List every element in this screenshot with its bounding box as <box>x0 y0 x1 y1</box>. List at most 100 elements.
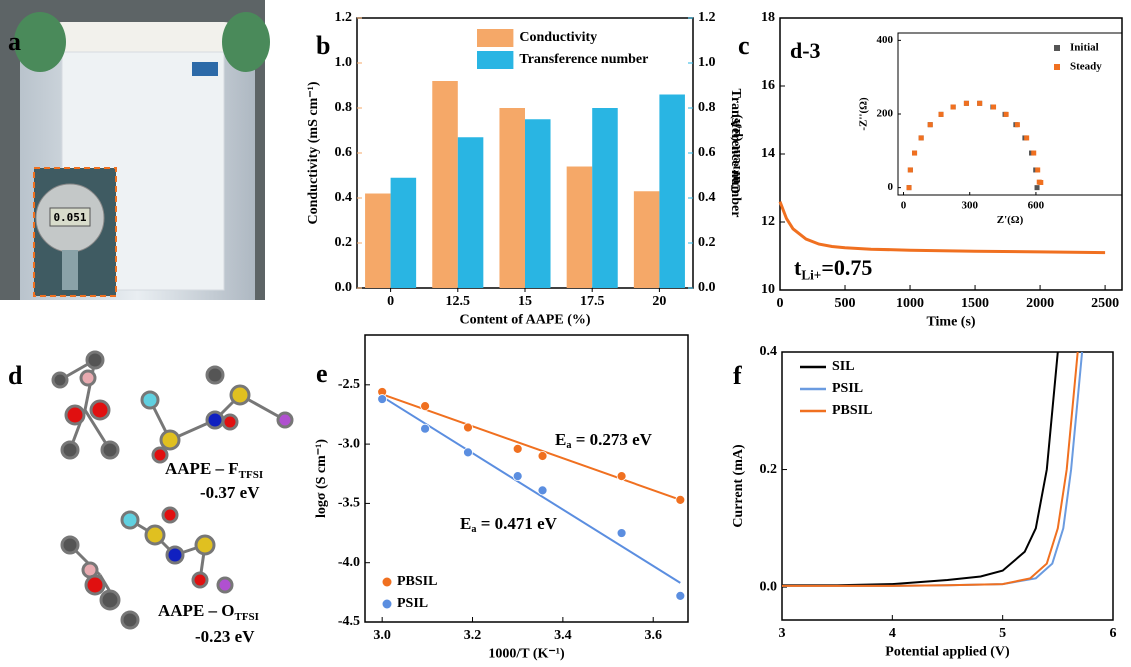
point <box>1038 179 1044 185</box>
legend-swatch <box>477 51 514 69</box>
bar <box>633 191 660 288</box>
y2-tick-label: 0.6 <box>698 145 716 160</box>
legend-label: PBSIL <box>832 403 872 418</box>
point <box>675 591 686 601</box>
x-tick-label: 0 <box>901 200 907 212</box>
x-tick-label: 2000 <box>1026 296 1054 311</box>
x-tick-label: 4 <box>889 626 896 641</box>
y-tick-label: 0.0 <box>760 579 778 594</box>
point <box>1031 150 1037 156</box>
point <box>463 422 473 433</box>
annotation: tLi+=0.75 <box>794 255 872 283</box>
point <box>463 447 473 458</box>
legend-label: Initial <box>1070 42 1099 54</box>
legend-label: PSIL <box>397 596 428 611</box>
y2-tick-label: 1.0 <box>698 55 716 70</box>
legend-label: Transference number <box>519 52 648 67</box>
y-axis-title: -Z''(Ω) <box>857 97 869 131</box>
annotation-text: d-3 <box>790 38 821 63</box>
point <box>927 122 933 128</box>
y-tick-label: 0 <box>888 181 894 193</box>
y-tick-label: 12 <box>761 214 775 229</box>
y-axis-title: Current (μA) <box>729 114 744 194</box>
annotation-subscript: a <box>566 440 571 451</box>
y-tick-label: -4.0 <box>338 555 360 570</box>
molecule-drawing <box>51 350 294 630</box>
y-tick-label: 0.2 <box>760 462 778 477</box>
plot-frame <box>364 334 689 623</box>
annotation-text: = 0.273 eV <box>571 430 652 449</box>
x-axis-title: Z'(Ω) <box>997 214 1024 226</box>
annotation-text: t <box>794 255 802 280</box>
point <box>377 394 388 404</box>
annotation: Ea = 0.273 eV <box>555 430 653 452</box>
point <box>912 150 918 156</box>
complex-name: AAPE – F <box>165 459 239 478</box>
point <box>1034 185 1040 191</box>
y-axis-title: logσ (S cm⁻¹) <box>314 439 329 518</box>
point <box>512 443 523 454</box>
y-tick-label: 400 <box>877 34 894 46</box>
point <box>420 401 430 412</box>
annotation: d-3 <box>790 38 821 63</box>
x-tick-label: 6 <box>1110 626 1117 641</box>
y-tick-label: 1.0 <box>335 55 353 70</box>
y2-tick-label: 0.8 <box>698 100 716 115</box>
x-axis-title: Time (s) <box>926 314 975 329</box>
y-tick-label: 0.2 <box>335 235 353 250</box>
x-tick-label: 500 <box>835 296 856 311</box>
plot-frame <box>779 17 1123 291</box>
x-tick-label: 300 <box>961 200 978 212</box>
point <box>938 111 944 117</box>
point <box>1003 111 1009 117</box>
panel-label: f <box>733 361 742 390</box>
point <box>991 104 997 110</box>
y-tick-label: 18 <box>761 10 775 25</box>
plot-frame <box>897 32 1123 196</box>
bar <box>566 166 593 288</box>
x-tick-label: 20 <box>652 294 666 309</box>
complex-subscript: TFSI <box>239 469 263 481</box>
y-tick-label: -3.5 <box>338 496 360 511</box>
point <box>420 423 430 434</box>
plot-frame <box>781 351 1114 621</box>
x-tick-label: 5 <box>999 626 1006 641</box>
y-tick-label: 1.2 <box>335 10 353 25</box>
annotation-text: =0.75 <box>821 255 872 280</box>
point <box>675 494 686 505</box>
y2-tick-label: 0.4 <box>698 190 716 205</box>
point <box>537 485 548 496</box>
binding-energy: -0.37 eV <box>200 483 260 502</box>
line <box>782 351 1059 587</box>
x-tick-label: 1000 <box>896 296 924 311</box>
y-tick-label: 0.0 <box>335 280 353 295</box>
y-tick-label: 0.4 <box>760 344 778 359</box>
point <box>1035 167 1041 173</box>
y-tick-label: -3.0 <box>338 436 360 451</box>
panel-label: a <box>8 27 21 56</box>
complex-name: AAPE – O <box>158 601 235 620</box>
binding-energy: -0.23 eV <box>195 627 255 646</box>
photo: 0.051 <box>0 0 270 300</box>
annotation-text: E <box>460 514 471 533</box>
legend-swatch <box>477 29 514 47</box>
x-tick-label: 1500 <box>961 296 989 311</box>
legend-swatch <box>382 599 392 609</box>
legend-label: PBSIL <box>397 574 437 589</box>
x-tick-label: 3.4 <box>554 628 572 643</box>
complex-name: AAPE – FTFSI <box>165 459 263 481</box>
legend-swatch <box>1054 64 1060 70</box>
line <box>778 201 1106 255</box>
x-tick-label: 0 <box>387 294 394 309</box>
point <box>616 471 627 482</box>
x-axis-title: Potential applied (V) <box>885 644 1010 659</box>
y-tick-label: 0.4 <box>335 190 353 205</box>
legend-swatch <box>1054 45 1060 51</box>
y-tick-label: -4.5 <box>338 614 360 629</box>
gauge-reading: 0.051 <box>53 211 86 224</box>
y2-tick-label: 0.2 <box>698 235 716 250</box>
point <box>907 167 913 173</box>
x-tick-label: 3.2 <box>464 628 482 643</box>
complex-name: AAPE – OTFSI <box>158 601 259 623</box>
